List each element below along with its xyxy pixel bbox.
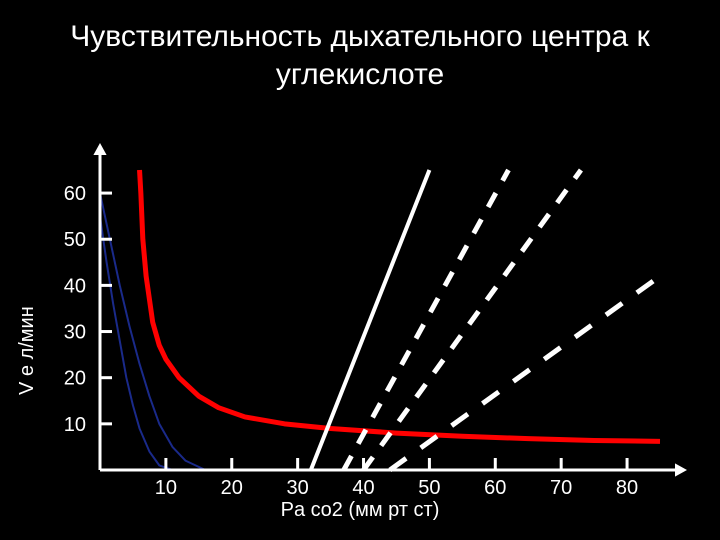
series-red-curve bbox=[140, 170, 660, 441]
series-white-solid bbox=[311, 170, 430, 470]
series-blue-outer bbox=[100, 193, 205, 470]
y-axis-arrow bbox=[93, 143, 106, 155]
x-tick-label: 80 bbox=[616, 477, 638, 499]
y-axis-label: V e л/мин bbox=[16, 306, 39, 395]
x-axis-arrow bbox=[675, 463, 687, 476]
chart-svg: 10 20 30 40 50 60 10 20 30 40 50 60 70 80 bbox=[0, 110, 720, 500]
slide-title: Чувствительность дыхательного центра к у… bbox=[0, 18, 720, 93]
x-tick-label: 20 bbox=[221, 477, 243, 499]
y-tick-label: 10 bbox=[64, 414, 86, 436]
y-tick-label: 40 bbox=[64, 275, 86, 297]
x-tick-label: 70 bbox=[550, 477, 572, 499]
series-white-dash-2 bbox=[364, 170, 581, 470]
y-tick-label: 50 bbox=[64, 229, 86, 251]
x-axis-label: Pa co2 (мм рт ст) bbox=[0, 499, 720, 522]
y-tick-label: 60 bbox=[64, 183, 86, 205]
series-blue-inner bbox=[100, 216, 172, 470]
y-tick-label: 30 bbox=[64, 322, 86, 344]
chart: V e л/мин 10 20 30 40 50 60 10 20 30 40 50 60 70 80 P… bbox=[0, 110, 720, 530]
x-tick-label: 10 bbox=[155, 477, 177, 499]
y-tick-label: 20 bbox=[64, 368, 86, 390]
x-tick-label: 50 bbox=[418, 477, 440, 499]
x-tick-label: 30 bbox=[287, 477, 309, 499]
x-tick-label: 60 bbox=[484, 477, 506, 499]
x-tick-label: 40 bbox=[352, 477, 374, 499]
